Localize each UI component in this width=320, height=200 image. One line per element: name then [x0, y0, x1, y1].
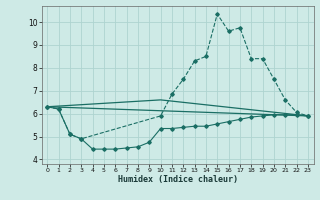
- X-axis label: Humidex (Indice chaleur): Humidex (Indice chaleur): [118, 175, 237, 184]
